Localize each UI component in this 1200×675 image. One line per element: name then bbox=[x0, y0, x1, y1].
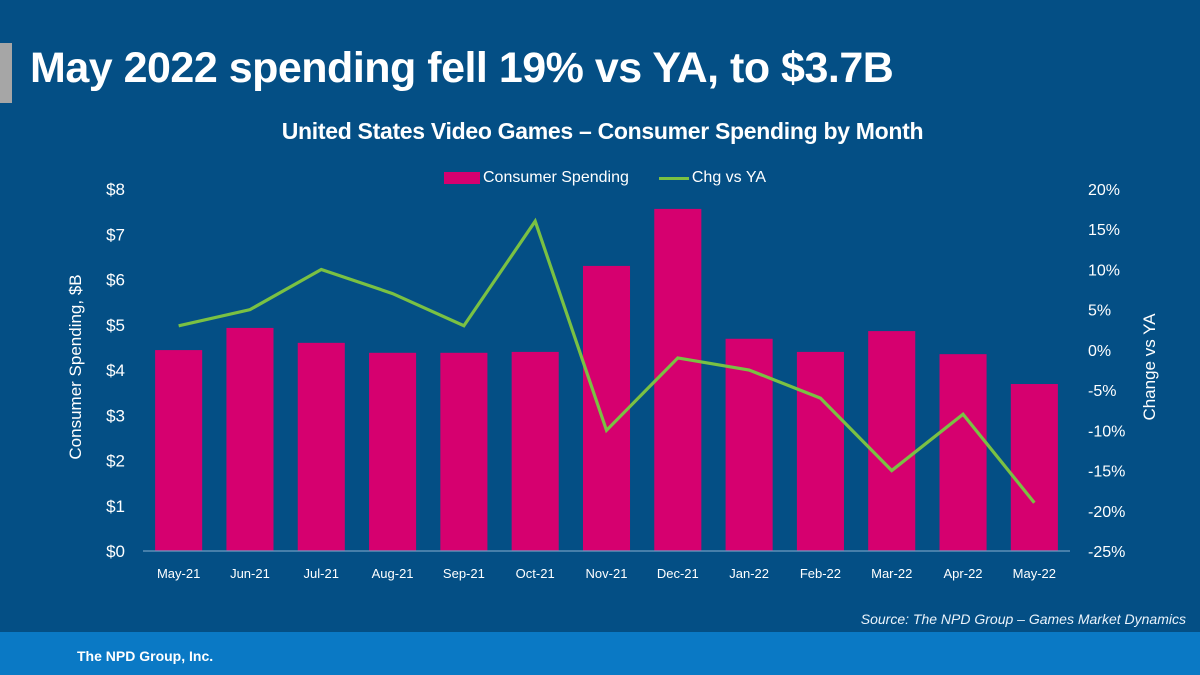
right-axis: -25% -20% -15% -10% -5% 0% 5% 10% 15% 20% bbox=[1088, 182, 1125, 561]
y-tick-label: $7 bbox=[106, 225, 125, 244]
y2-tick-label: 5% bbox=[1088, 303, 1111, 320]
x-tick-label: Oct-21 bbox=[516, 566, 555, 581]
accent-bar bbox=[0, 43, 12, 103]
bar-apr-22 bbox=[939, 354, 987, 551]
legend-swatch-bar bbox=[444, 172, 480, 184]
x-tick-label: Jun-21 bbox=[230, 566, 270, 581]
x-tick-label: May-22 bbox=[1013, 566, 1056, 581]
y-tick-label: $6 bbox=[106, 271, 125, 290]
bar-mar-22 bbox=[868, 331, 916, 551]
y-tick-label: $3 bbox=[106, 406, 125, 425]
footer-band: The NPD Group, Inc. bbox=[0, 632, 1200, 675]
y2-tick-label: -10% bbox=[1088, 423, 1125, 440]
bar-oct-21 bbox=[511, 351, 559, 551]
bar-series bbox=[155, 208, 1058, 551]
headline: May 2022 spending fell 19% vs YA, to $3.… bbox=[30, 44, 894, 92]
legend-label: Chg vs YA bbox=[691, 169, 766, 186]
legend: Consumer Spending Chg vs YA bbox=[0, 169, 1200, 187]
legend-item-chg-vs-ya: Chg vs YA bbox=[658, 169, 766, 187]
y2-tick-label: -15% bbox=[1088, 464, 1125, 481]
line-series bbox=[178, 217, 1036, 504]
y-tick-label: $5 bbox=[106, 316, 125, 335]
bar-jul-21 bbox=[297, 342, 345, 551]
y2-tick-label: 10% bbox=[1088, 262, 1120, 279]
bar-may-22 bbox=[1010, 384, 1058, 551]
company-name: The NPD Group, Inc. bbox=[77, 648, 214, 664]
x-tick-label: Mar-22 bbox=[871, 566, 912, 581]
x-tick-label: Sep-21 bbox=[443, 566, 485, 581]
y2-axis-label: Change vs YA bbox=[1140, 313, 1159, 421]
y-tick-label: $0 bbox=[106, 542, 125, 561]
x-tick-label: May-21 bbox=[157, 566, 200, 581]
bar-sep-21 bbox=[440, 352, 488, 551]
x-tick-label: Apr-22 bbox=[944, 566, 983, 581]
source-note: Source: The NPD Group – Games Market Dyn… bbox=[860, 611, 1186, 627]
bar-dec-21 bbox=[654, 208, 702, 551]
y2-tick-label: 0% bbox=[1088, 343, 1111, 360]
y2-tick-label: 20% bbox=[1088, 182, 1120, 199]
x-tick-label: Nov-21 bbox=[586, 566, 628, 581]
y-axis-label: Consumer Spending, $B bbox=[66, 274, 85, 459]
left-axis: $0 $1 $2 $3 $4 $5 $6 $7 $8 bbox=[106, 180, 125, 561]
legend-label: Consumer Spending bbox=[483, 169, 629, 186]
x-tick-label: Jul-21 bbox=[304, 566, 339, 581]
y2-tick-label: -25% bbox=[1088, 544, 1125, 561]
x-tick-label: Feb-22 bbox=[800, 566, 841, 581]
y-tick-label: $2 bbox=[106, 452, 125, 471]
y2-tick-label: -5% bbox=[1088, 383, 1116, 400]
x-tick-label: Dec-21 bbox=[657, 566, 699, 581]
bar-nov-21 bbox=[582, 265, 631, 551]
x-tick-label: Aug-21 bbox=[372, 566, 414, 581]
bar-may-21 bbox=[155, 350, 203, 551]
y-tick-label: $8 bbox=[106, 180, 125, 199]
bar-jun-21 bbox=[226, 327, 274, 551]
x-tick-label: Jan-22 bbox=[729, 566, 769, 581]
x-axis-labels: May-21 Jun-21 Jul-21 Aug-21 Sep-21 Oct-21 Nov-… bbox=[157, 566, 1056, 581]
bar-aug-21 bbox=[369, 352, 417, 551]
chart-title: United States Video Games – Consumer Spe… bbox=[281, 118, 924, 144]
y-tick-label: $1 bbox=[106, 497, 125, 516]
bar-jan-22 bbox=[725, 338, 773, 551]
y2-tick-label: 15% bbox=[1088, 222, 1120, 239]
legend-swatch-line bbox=[658, 176, 689, 180]
bar-feb-22 bbox=[796, 351, 844, 551]
y-tick-label: $4 bbox=[106, 361, 125, 380]
combo-chart: $0 $1 $2 $3 $4 $5 $6 $7 $8 -25% -20% -15% -10% -5% 0%… bbox=[66, 180, 1159, 581]
y2-tick-label: -20% bbox=[1088, 504, 1125, 521]
legend-item-consumer-spending: Consumer Spending bbox=[444, 169, 629, 187]
